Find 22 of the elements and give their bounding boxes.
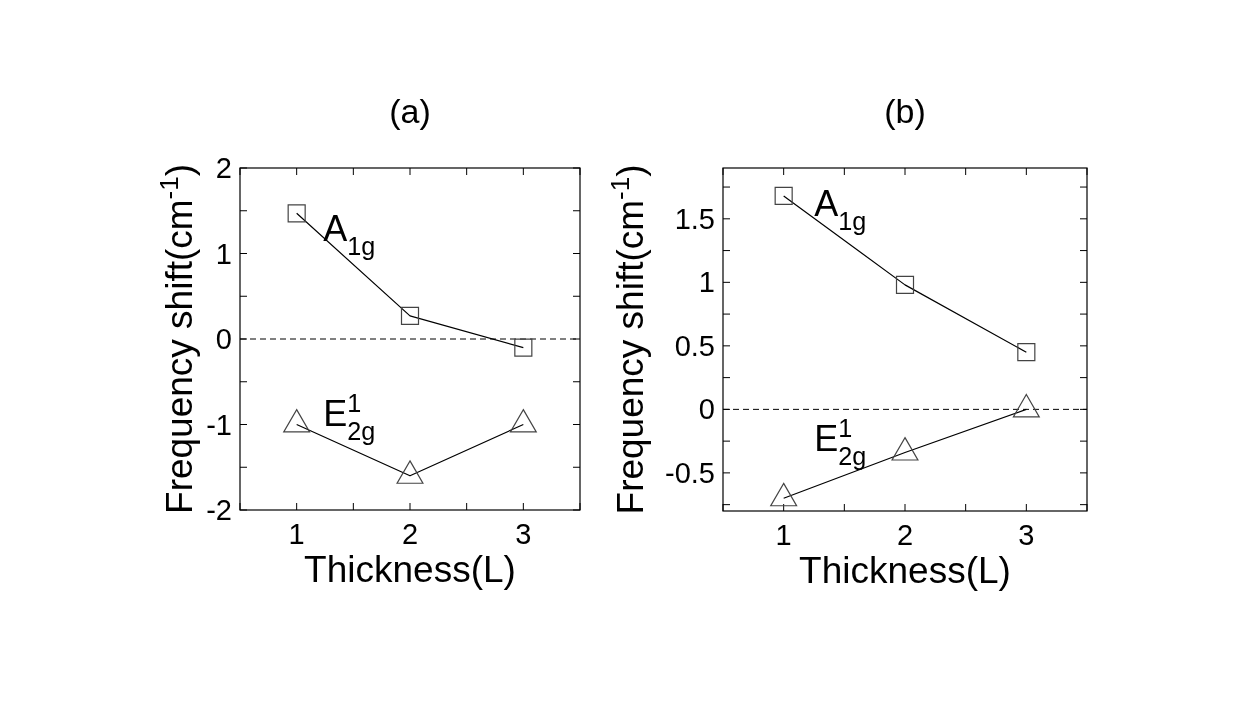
x-tick-label: 3 xyxy=(1018,519,1035,551)
chart-title: (a) xyxy=(389,92,431,130)
x-tick-label: 1 xyxy=(288,518,305,550)
y-tick-label: 1 xyxy=(698,266,715,299)
x-axis-title: Thickness(L) xyxy=(304,549,516,590)
y-tick-label: 0 xyxy=(698,393,715,426)
y-tick-label: 0 xyxy=(215,323,232,355)
x-tick-label: 2 xyxy=(401,518,419,550)
legend-label: A$_{1g}$ xyxy=(814,183,867,236)
y-tick-label: -2 xyxy=(206,494,232,526)
y-tick-label: 0.5 xyxy=(674,329,715,362)
y-tick-label: 1.5 xyxy=(674,202,715,235)
x-tick-label: 1 xyxy=(775,519,792,551)
x-axis-title: Thickness(L) xyxy=(799,550,1011,591)
y-tick-label: 2 xyxy=(215,152,232,184)
y-tick-label: -0.5 xyxy=(665,456,715,489)
y-tick-label: 1 xyxy=(215,237,232,270)
chart-title: (b) xyxy=(884,92,926,130)
x-tick-label: 3 xyxy=(515,518,532,550)
x-tick-label: 2 xyxy=(896,519,914,551)
legend-label: A$_{1g}$ xyxy=(323,207,376,260)
y-tick-label: -1 xyxy=(206,408,232,441)
